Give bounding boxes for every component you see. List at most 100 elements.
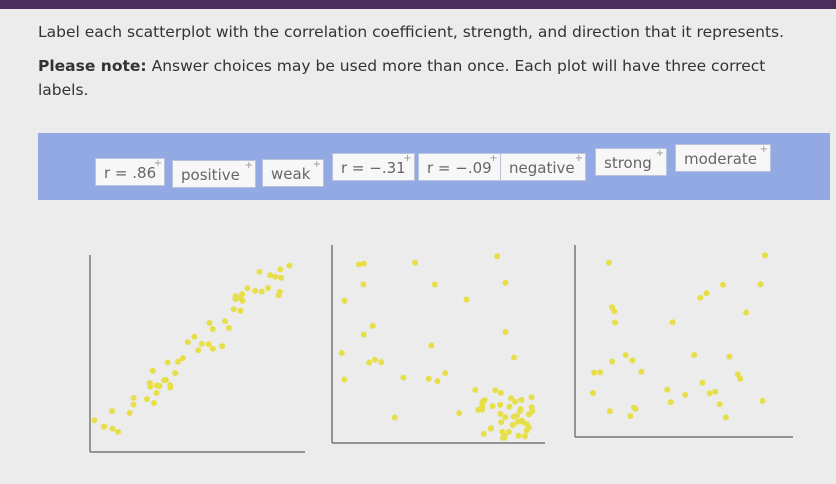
scatter-dot [638, 368, 645, 375]
scatter-dot [143, 396, 150, 403]
scatter-dot [664, 386, 671, 393]
instructions: Label each scatterplot with the correlat… [38, 20, 808, 112]
scatter-dot [515, 432, 522, 439]
scatter-dot [506, 403, 513, 410]
scatter-dot [355, 261, 362, 268]
scatter-dot [591, 369, 598, 376]
scatter-dot [606, 259, 612, 266]
answer-chip[interactable]: moderate + [675, 144, 771, 172]
scatter-dot [456, 410, 463, 416]
scatter-dot [699, 379, 706, 386]
scatter-dot [256, 268, 263, 275]
chip-label: weak [271, 165, 311, 183]
answer-bank: r = .86 + positive + weak + r = −.31 + r = −.09 +… [38, 133, 830, 200]
scatter-dot [762, 252, 768, 259]
scatter-dot [480, 398, 486, 405]
scatter-dot [239, 297, 246, 304]
scatter-dot [151, 400, 157, 406]
scatter-dot [206, 320, 213, 326]
scatter-dot [480, 430, 487, 437]
scatter-dot [428, 342, 435, 349]
drag-icon: + [489, 153, 498, 164]
scatter-dot [517, 408, 523, 414]
scatter-dot [209, 326, 216, 333]
answer-chip[interactable]: r = −.09 + [418, 153, 501, 181]
answer-chip[interactable]: r = .86 + [95, 158, 166, 186]
scatter-dot [497, 410, 504, 417]
scatter-dot [712, 388, 719, 395]
scatter-dot [497, 389, 504, 396]
scatter-dot [489, 403, 496, 410]
answer-chip[interactable]: r = −.31 + [332, 153, 415, 181]
drag-icon: + [403, 153, 412, 164]
scatter-dot [164, 359, 171, 366]
scatter-dot [522, 433, 528, 440]
chip-label: moderate [684, 150, 758, 168]
scatter-dot [278, 274, 285, 281]
scatter-dot [149, 367, 156, 374]
scatter-dot [360, 260, 367, 267]
scatter-dot [175, 358, 181, 365]
answer-chip[interactable]: strong + [595, 148, 667, 176]
scatter-dot [153, 389, 160, 396]
scatter-dot [597, 369, 603, 376]
scatter-dot [479, 403, 486, 410]
answer-chip[interactable]: weak + [262, 159, 324, 187]
scatter-dot [267, 272, 274, 279]
scatter-dot [239, 291, 246, 298]
scatter-dot [153, 382, 160, 389]
scatter-dot [265, 285, 271, 291]
answer-chip[interactable]: positive + [172, 160, 256, 188]
scatter-dot [244, 285, 251, 292]
scatter-dot [179, 355, 186, 362]
scatter-dot [497, 401, 504, 408]
scatter-dot [126, 410, 133, 416]
drag-icon: + [153, 158, 163, 169]
scatter-dot [195, 347, 202, 354]
instruction-text: Label each scatterplot with the correlat… [38, 23, 785, 41]
scatter-dot [518, 396, 525, 403]
scatter-dot [226, 325, 232, 331]
drag-icon: + [655, 148, 664, 159]
scatter-dot [506, 428, 512, 435]
scatter-dot [667, 399, 674, 406]
scatter-dot [360, 331, 367, 338]
scatter-dot [130, 401, 137, 408]
scatter-dot [130, 394, 137, 401]
scatter-dot [632, 405, 639, 412]
scatter-dot [511, 354, 517, 361]
scatter-dot [472, 386, 479, 393]
scatter-dot [400, 374, 407, 381]
scatter-dot [434, 378, 441, 385]
scatter-dot [341, 297, 348, 304]
scatter-dot [275, 292, 282, 299]
drag-icon: + [244, 160, 253, 171]
scatter-dot [463, 296, 470, 303]
scatter-dot [722, 414, 729, 421]
scatter-dot [697, 294, 704, 301]
scatter-dot [431, 281, 438, 288]
scatter-dot [492, 387, 499, 394]
chip-label: r = −.31 [341, 159, 406, 177]
scatter-dot [606, 408, 613, 415]
scatter-dot [502, 279, 509, 286]
answer-chip[interactable]: negative + [500, 153, 586, 181]
scatter-dot [258, 288, 265, 295]
chip-label: r = .86 [104, 164, 157, 182]
scatter-dot [475, 406, 482, 413]
chip-label: strong [604, 154, 652, 172]
scatter-dot [91, 417, 98, 424]
scatter-dot [230, 306, 237, 313]
top-bar [0, 0, 836, 9]
scatter-dot [286, 262, 293, 269]
scatter-dot [391, 414, 398, 421]
scatter-dot [528, 394, 535, 401]
scatter-dot [512, 398, 519, 405]
drag-icon: + [574, 153, 583, 164]
scatter-dot [629, 357, 636, 364]
scatter-dot [498, 419, 505, 426]
scatter-dot [412, 259, 419, 266]
scatter-dot [371, 356, 378, 363]
scatter-dot [237, 307, 244, 314]
scatter-dot [691, 352, 698, 358]
